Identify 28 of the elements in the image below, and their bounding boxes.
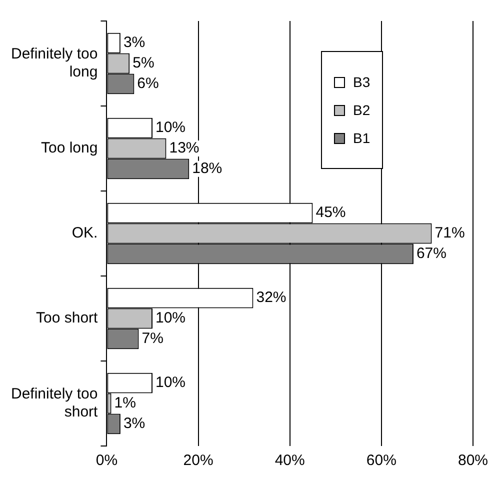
legend-label: B1 [352,130,370,146]
data-label: 3% [123,415,146,432]
y-tick-label: Too long [40,140,98,157]
x-tick-label: 0% [96,452,118,470]
y-tick-label: OK. [72,224,98,242]
data-label: 7% [142,330,164,348]
data-label: 10% [155,119,186,136]
y-tick-label: Definitely too short [10,386,99,421]
text: B3 [352,74,370,90]
data-label: 3% [123,34,146,52]
data-label: 5% [132,54,154,72]
x-tick-label: 20% [183,452,214,470]
data-label: 10% [155,310,186,327]
y-tick-label: Definitely too long [10,46,98,81]
data-label: 32% [256,289,286,306]
legend-label: B2 [352,102,370,118]
data-label: 71% [434,224,465,242]
data-label: 13% [169,140,200,157]
data-label: 67% [416,245,446,262]
x-tick-label: 60% [366,452,396,470]
x-tick-label: 80% [458,452,488,470]
data-label: 45% [316,204,346,222]
y-tick-label: Too short [36,310,99,327]
data-label: 18% [192,160,222,178]
data-label: 6% [137,75,159,92]
data-label: 1% [114,394,136,412]
data-label: 10% [155,374,186,392]
x-tick-label: 40% [274,452,305,470]
